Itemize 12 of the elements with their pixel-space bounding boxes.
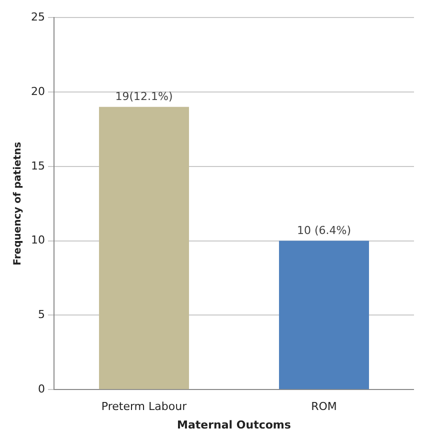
y-tick-label: 25 bbox=[30, 10, 45, 24]
y-axis-title: Frequency of patietns bbox=[12, 142, 24, 266]
y-tick-label: 0 bbox=[38, 382, 45, 396]
y-tick-label: 15 bbox=[30, 159, 45, 172]
y-tick-label: 20 bbox=[30, 84, 45, 98]
y-tick-label: 5 bbox=[38, 308, 45, 322]
data-label: 10 (6.4%) bbox=[296, 224, 352, 238]
x-tick-label: ROM bbox=[311, 400, 337, 414]
data-label: 19(12.1%) bbox=[115, 90, 173, 104]
x-tick-label: Preterm Labour bbox=[101, 400, 188, 414]
y-tick-label: 10 bbox=[30, 234, 45, 247]
x-axis-title: Maternal Outcoms bbox=[177, 418, 292, 432]
